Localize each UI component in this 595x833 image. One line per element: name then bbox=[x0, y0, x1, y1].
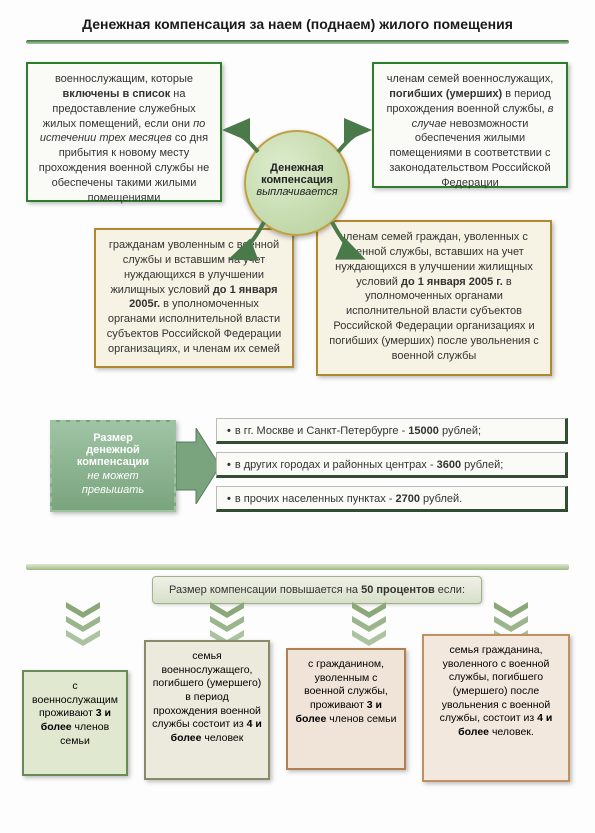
chevron-down-icon bbox=[66, 602, 100, 652]
limits-l5: превышать bbox=[60, 484, 166, 496]
limit-row-moscow: •в гг. Москве и Санкт-Петербурге - 15000… bbox=[216, 418, 568, 444]
limits-label-box: Размер денежной компенсации не может пре… bbox=[50, 420, 176, 512]
gradient-bar bbox=[26, 564, 569, 570]
limits-l2: денежной bbox=[60, 444, 166, 456]
limits-l3: компенсации bbox=[60, 456, 166, 468]
chevron-down-icon bbox=[352, 602, 386, 652]
limit-row-cities: •в других городах и районных центрах - 3… bbox=[216, 452, 568, 478]
bottom-box-2: семья военнослужащего, погибшего (умерше… bbox=[144, 640, 270, 780]
bottom-box-4: семья гражданина, уволенного с военной с… bbox=[422, 634, 570, 782]
big-arrow-icon bbox=[176, 428, 220, 504]
limit-row-other: •в прочих населенных пунктах - 2700 рубл… bbox=[216, 486, 568, 512]
limits-l4: не может bbox=[60, 470, 166, 482]
radial-arrows bbox=[0, 0, 595, 400]
limit-text-0: в гг. Москве и Санкт-Петербурге - 15000 … bbox=[235, 425, 481, 437]
increase-banner: Размер компенсации повышается на 50 проц… bbox=[152, 576, 482, 604]
limit-text-1: в других городах и районных центрах - 36… bbox=[235, 459, 503, 471]
limit-text-2: в прочих населенных пунктах - 2700 рубле… bbox=[235, 493, 462, 505]
bottom-box-3: с гражданином, уволенным с военной служб… bbox=[286, 648, 406, 770]
bottom-box-1: с военнослужащим проживают 3 и более чле… bbox=[22, 670, 128, 776]
limits-l1: Размер bbox=[60, 432, 166, 444]
